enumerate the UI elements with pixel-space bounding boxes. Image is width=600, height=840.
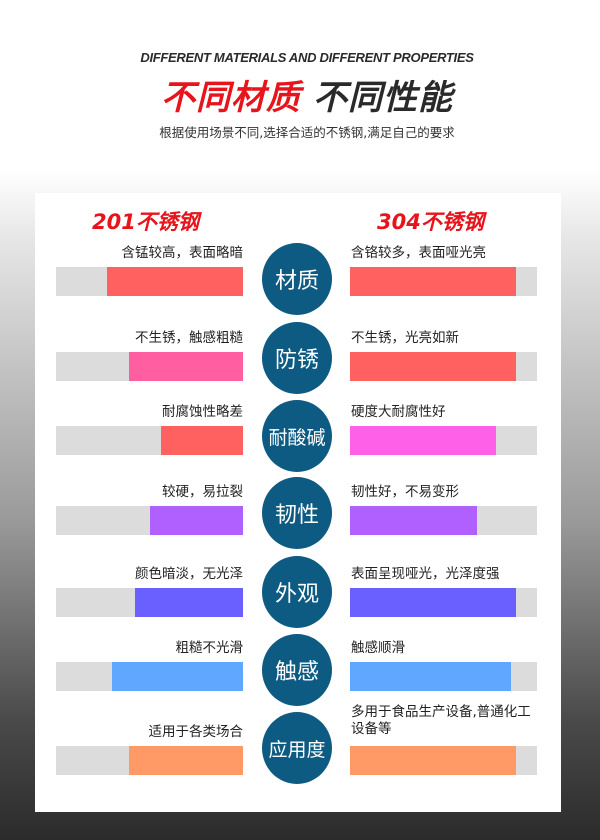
right-description: 多用于食品生产设备,普通化工设备等 [351, 704, 531, 737]
category-badge: 耐酸碱 [262, 400, 332, 472]
left-level-bar [56, 267, 243, 296]
right-level-fill [350, 746, 517, 775]
right-level-bar [350, 267, 537, 296]
category-badge: 材质 [262, 243, 332, 315]
category-badge: 触感 [262, 634, 332, 706]
right-level-bar [350, 426, 537, 455]
left-description: 粗糙不光滑 [175, 640, 244, 656]
left-level-bar [56, 662, 243, 691]
left-description: 颜色暗淡，无光泽 [135, 566, 243, 582]
left-level-fill [106, 267, 243, 296]
left-level-fill [112, 662, 243, 691]
right-level-bar [350, 662, 537, 691]
right-description: 触感顺滑 [351, 640, 405, 656]
right-level-bar [350, 746, 537, 775]
left-level-fill [149, 506, 243, 535]
left-description: 较硬，易拉裂 [162, 484, 243, 500]
left-description: 耐腐蚀性略差 [162, 404, 243, 420]
right-level-fill [350, 506, 478, 535]
right-level-fill [350, 588, 517, 617]
right-level-fill [350, 267, 517, 296]
left-description: 含锰较高，表面略暗 [121, 245, 244, 261]
right-level-bar [350, 506, 537, 535]
right-level-fill [350, 662, 511, 691]
right-level-bar [350, 352, 537, 381]
right-level-bar [350, 588, 537, 617]
right-level-fill [350, 426, 496, 455]
left-level-bar [56, 746, 243, 775]
left-level-bar [56, 352, 243, 381]
left-level-fill [128, 352, 243, 381]
en-title: DIFFERENT MATERIALS AND DIFFERENT PROPER… [140, 50, 474, 65]
column-head-201: 201不锈钢 [92, 210, 199, 234]
cn-title-dark: 不同性能 [313, 78, 453, 118]
category-badge: 应用度 [262, 712, 332, 784]
left-level-fill [128, 746, 243, 775]
right-description: 硬度大耐腐性好 [351, 404, 446, 420]
right-level-fill [350, 352, 517, 381]
right-description: 不生锈，光亮如新 [351, 330, 459, 346]
left-level-bar [56, 426, 243, 455]
column-head-304: 304不锈钢 [377, 210, 484, 234]
left-level-bar [56, 506, 243, 535]
right-description: 韧性好，不易变形 [351, 484, 459, 500]
left-level-fill [134, 588, 243, 617]
left-level-bar [56, 588, 243, 617]
subtitle: 根据使用场景不同,选择合适的不锈钢,满足自己的要求 [159, 125, 455, 140]
left-level-fill [160, 426, 243, 455]
category-badge: 外观 [262, 556, 332, 628]
right-description: 表面呈现哑光，光泽度强 [351, 566, 500, 582]
cn-title-red: 不同材质 [161, 78, 301, 118]
cn-title: 不同材质 不同性能 [0, 70, 600, 119]
category-badge: 防锈 [262, 322, 332, 394]
left-description: 不生锈，触感粗糙 [135, 330, 243, 346]
left-description: 适用于各类场合 [148, 724, 244, 740]
right-description: 含铬较多，表面哑光亮 [351, 245, 486, 261]
category-badge: 韧性 [262, 477, 332, 549]
